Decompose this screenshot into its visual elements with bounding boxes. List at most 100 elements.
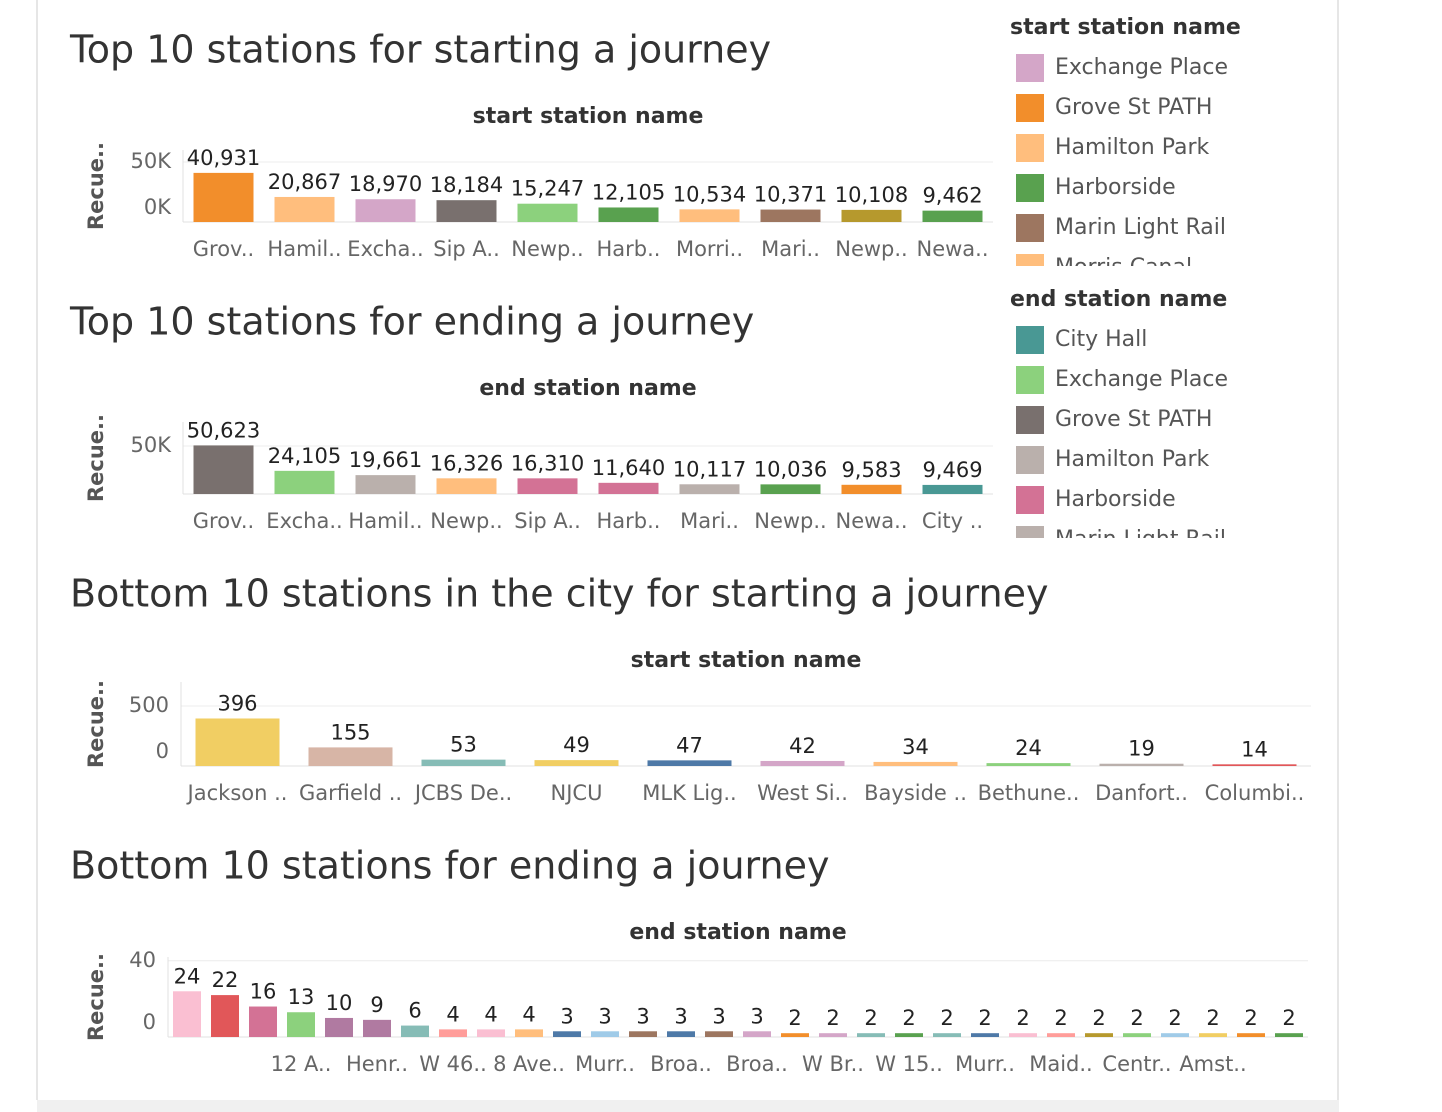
bar (355, 475, 416, 494)
value-label: 10,534 (673, 182, 746, 206)
x-tick-label: Broa.. (726, 1052, 788, 1076)
bar (591, 1031, 619, 1037)
x-tick-label: West Si.. (757, 781, 848, 805)
legend-swatch (1016, 214, 1044, 242)
bar (1199, 1033, 1227, 1037)
x-tick-label: 8 Ave.. (493, 1052, 565, 1076)
value-label: 2 (788, 1006, 801, 1030)
value-label: 10,371 (754, 183, 827, 207)
value-label: 50,623 (187, 418, 260, 442)
value-label: 3 (598, 1004, 611, 1028)
bar (195, 718, 280, 766)
x-tick-label: Newp.. (511, 237, 584, 261)
value-label: 40,931 (187, 146, 260, 170)
bar (922, 210, 983, 222)
y-tick-label: 0 (143, 1010, 156, 1034)
value-label: 19,661 (349, 448, 422, 472)
axis-header: start station name (631, 648, 862, 673)
bar (211, 995, 239, 1037)
x-tick-label: Hamil.. (267, 237, 341, 261)
value-label: 19 (1128, 737, 1155, 761)
bar (705, 1031, 733, 1037)
legend-label: Exchange Place (1055, 367, 1228, 392)
legend-label: Harborside (1055, 175, 1176, 200)
bar (436, 478, 497, 494)
value-label: 12,105 (592, 180, 665, 204)
bar (1275, 1033, 1303, 1037)
value-label: 2 (1168, 1006, 1181, 1030)
value-label: 42 (789, 734, 816, 758)
bar (598, 482, 659, 494)
bar (439, 1029, 467, 1037)
y-tick-label: 0K (144, 195, 172, 219)
value-label: 49 (563, 733, 590, 757)
value-label: 10,036 (754, 457, 827, 481)
bar (1085, 1033, 1113, 1037)
bar (1047, 1033, 1075, 1037)
x-tick-label: Mari.. (680, 509, 739, 533)
value-label: 2 (1130, 1006, 1143, 1030)
x-tick-label: Bayside .. (864, 781, 967, 805)
legend-label: City Hall (1055, 327, 1147, 352)
value-label: 10,117 (673, 457, 746, 481)
value-label: 4 (446, 1002, 459, 1026)
legends: start station name Exchange Place Grove St… (1010, 15, 1241, 538)
bar (781, 1033, 809, 1037)
x-tick-label: Sip A.. (433, 237, 500, 261)
value-label: 2 (1244, 1006, 1257, 1030)
bar (971, 1033, 999, 1037)
bar (193, 445, 254, 494)
x-tick-label: Mari.. (761, 237, 820, 261)
bar (421, 759, 506, 766)
bar (841, 209, 902, 222)
bar (873, 761, 958, 766)
chart-title: Bottom 10 stations for ending a journey (70, 844, 829, 888)
value-label: 2 (1206, 1006, 1219, 1030)
value-label: 2 (1016, 1006, 1029, 1030)
bar (308, 747, 393, 766)
value-label: 16,326 (430, 451, 503, 475)
bar (857, 1033, 885, 1037)
value-label: 18,970 (349, 172, 422, 196)
legend-swatch (1016, 406, 1044, 434)
bar (1161, 1033, 1189, 1037)
x-tick-label: Henr.. (346, 1052, 408, 1076)
bar (355, 199, 416, 222)
value-label: 18,184 (430, 173, 503, 197)
y-tick-label: 50K (131, 149, 173, 173)
x-tick-label: City .. (922, 509, 983, 533)
bar (363, 1019, 391, 1037)
legend-swatch (1016, 326, 1044, 354)
bar (841, 484, 902, 494)
value-label: 16 (250, 980, 277, 1004)
x-tick-label: W 15.. (875, 1052, 943, 1076)
x-tick-label: Centr.. (1102, 1052, 1171, 1076)
legend-label: Marin Light Rail (1055, 215, 1226, 240)
value-label: 2 (1092, 1006, 1105, 1030)
legend-swatch (1016, 526, 1044, 538)
bar (287, 1012, 315, 1037)
scroll-bar (37, 1100, 1339, 1112)
x-tick-label: Murr.. (955, 1052, 1015, 1076)
legend-swatch (1016, 94, 1044, 122)
value-label: 24,105 (268, 444, 341, 468)
x-tick-label: Grov.. (193, 509, 254, 533)
value-label: 2 (978, 1006, 991, 1030)
value-label: 47 (676, 733, 703, 757)
bar (629, 1031, 657, 1037)
value-label: 24 (174, 964, 201, 988)
bar (553, 1031, 581, 1037)
bar (1009, 1033, 1037, 1037)
y-axis-label: Recue.. (84, 680, 108, 768)
legend-swatch (1016, 174, 1044, 202)
value-label: 396 (217, 691, 257, 715)
bar (986, 763, 1071, 766)
value-label: 2 (1054, 1006, 1067, 1030)
legend-swatch (1016, 366, 1044, 394)
x-tick-label: Excha.. (347, 237, 423, 261)
legend-label: Exchange Place (1055, 55, 1228, 80)
y-tick-label: 0 (156, 739, 169, 763)
x-tick-label: JCBS De.. (413, 781, 512, 805)
value-label: 2 (902, 1006, 915, 1030)
